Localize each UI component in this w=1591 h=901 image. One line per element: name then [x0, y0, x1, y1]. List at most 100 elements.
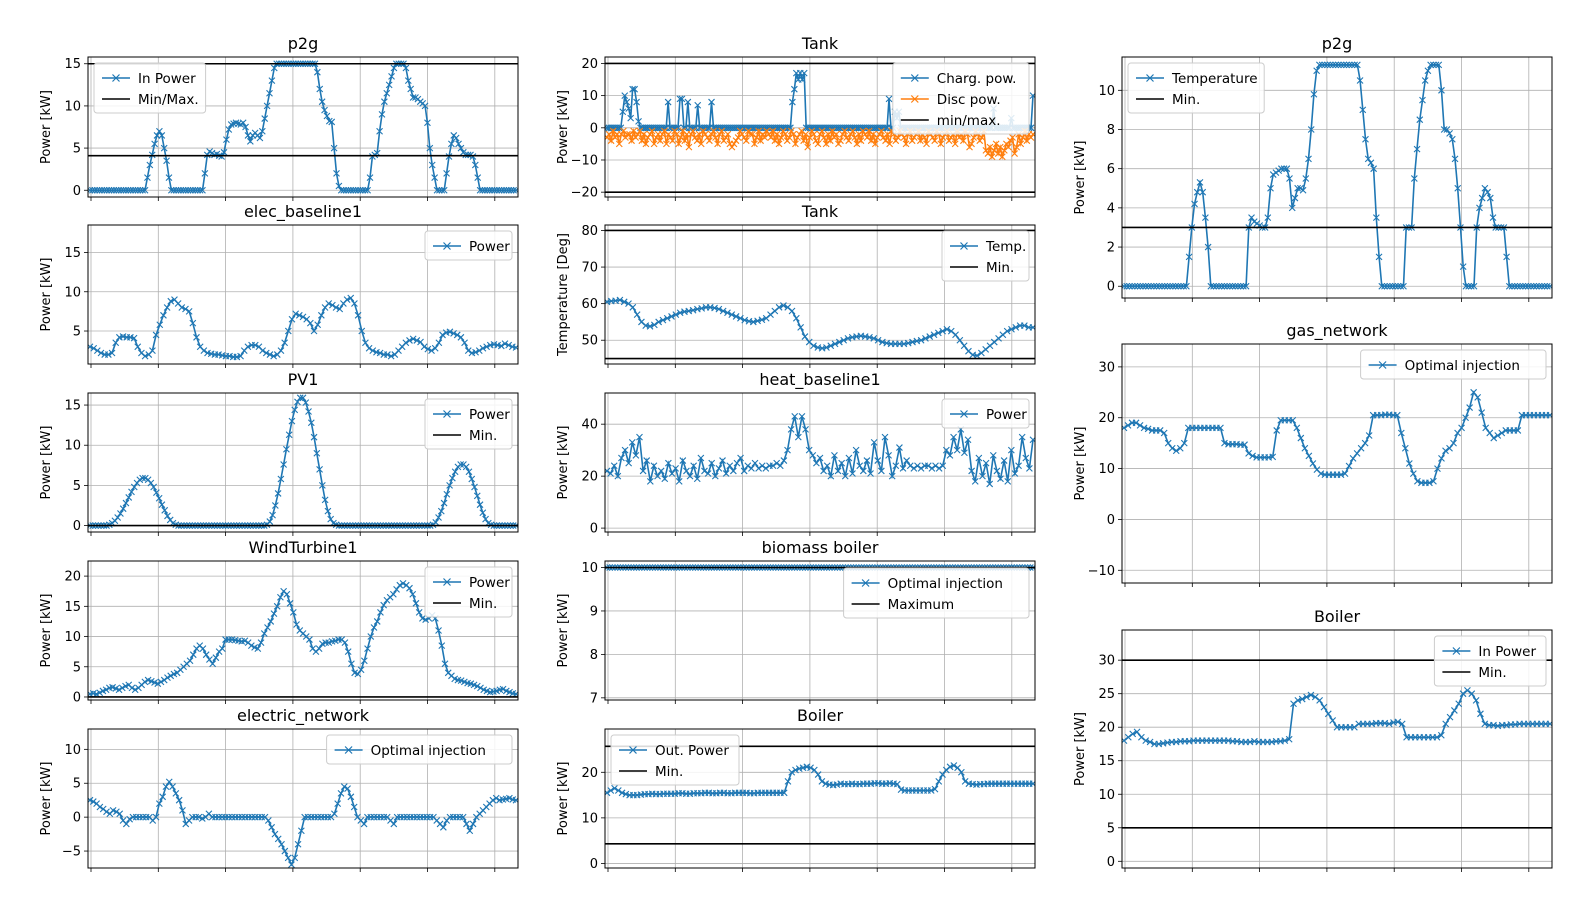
data-point — [866, 333, 873, 341]
data-point — [1294, 184, 1302, 192]
data-point — [296, 394, 304, 402]
data-point — [428, 161, 436, 169]
data-point — [1472, 697, 1480, 704]
data-point — [261, 115, 269, 122]
data-point — [1454, 184, 1462, 192]
data-point — [1490, 434, 1498, 442]
data-point — [114, 514, 122, 521]
legend: Power — [424, 230, 513, 261]
data-point — [685, 143, 693, 151]
data-point — [302, 399, 310, 407]
data-point — [337, 186, 345, 194]
legend-marker — [443, 242, 451, 250]
data-point — [440, 186, 448, 194]
data-point — [452, 134, 460, 142]
data-point — [1353, 61, 1361, 69]
legend-frame — [424, 230, 513, 261]
data-point — [777, 134, 785, 141]
data-point — [738, 130, 746, 138]
data-point — [163, 157, 170, 165]
data-point — [762, 464, 770, 472]
data-point — [656, 137, 664, 145]
data-point — [479, 509, 487, 517]
data-point — [614, 787, 622, 794]
data-point — [264, 817, 272, 824]
data-point — [630, 127, 638, 135]
data-point — [675, 477, 683, 485]
data-point — [787, 425, 795, 433]
data-point — [761, 134, 769, 141]
data-point — [689, 127, 697, 135]
data-point — [167, 186, 175, 194]
data-point — [488, 186, 496, 194]
data-point — [1455, 700, 1463, 708]
data-point — [758, 316, 766, 324]
data-point — [267, 618, 275, 625]
data-point — [1249, 452, 1256, 460]
y-tick-label: 0 — [1107, 855, 1115, 870]
data-point — [693, 475, 701, 483]
data-point — [1389, 282, 1397, 290]
legend-label: Min. — [1172, 92, 1200, 108]
data-point — [360, 657, 368, 665]
data-point — [479, 186, 486, 194]
data-point — [420, 343, 428, 351]
data-point — [617, 130, 625, 138]
data-point — [776, 462, 784, 470]
data-point — [998, 153, 1006, 161]
data-point — [1150, 282, 1158, 290]
data-point — [189, 651, 197, 659]
data-point — [1007, 137, 1014, 145]
data-point — [493, 186, 501, 194]
data-point — [1218, 282, 1226, 290]
data-point — [1145, 282, 1152, 290]
data-point — [1440, 126, 1448, 133]
data-point — [498, 186, 506, 194]
chart-title: WindTurbine1 — [248, 538, 357, 557]
axes-frame — [604, 392, 1036, 533]
data-point — [1321, 61, 1329, 69]
data-point — [182, 305, 189, 313]
data-point — [154, 680, 162, 688]
y-tick-label: 0 — [73, 184, 81, 199]
legend-label: Power — [469, 239, 510, 255]
data-point — [472, 348, 479, 356]
data-point — [89, 798, 97, 805]
data-point — [930, 331, 938, 339]
legend-label: Min. — [1478, 665, 1506, 681]
data-point — [643, 457, 651, 464]
data-point — [628, 438, 636, 446]
data-point — [155, 800, 163, 807]
data-point — [347, 793, 355, 801]
data-point — [1351, 723, 1358, 731]
data-point — [1413, 145, 1421, 153]
data-point — [500, 186, 508, 194]
legend-marker — [1452, 647, 1461, 655]
data-point — [354, 311, 362, 319]
legend-label: Optimal injection — [371, 743, 486, 759]
axes-frame — [604, 560, 1036, 701]
data-point — [209, 660, 217, 668]
data-point — [966, 143, 973, 151]
data-point — [421, 102, 429, 110]
data-point — [1289, 416, 1297, 424]
data-point — [757, 137, 764, 145]
data-point — [1448, 135, 1456, 143]
data-point — [344, 785, 351, 793]
data-point — [810, 342, 817, 350]
data-point — [350, 803, 358, 811]
data-point — [479, 344, 487, 352]
data-point — [239, 119, 247, 127]
data-point — [789, 130, 797, 138]
data-point — [769, 127, 777, 135]
data-point — [148, 151, 156, 159]
data-point — [1299, 186, 1307, 194]
data-point — [103, 808, 110, 816]
legend-label: Min. — [986, 260, 1014, 276]
data-point — [1029, 130, 1035, 138]
data-point — [332, 304, 340, 311]
data-point — [244, 132, 252, 139]
data-point — [297, 827, 305, 835]
data-point — [818, 778, 826, 785]
data-point — [758, 462, 766, 470]
